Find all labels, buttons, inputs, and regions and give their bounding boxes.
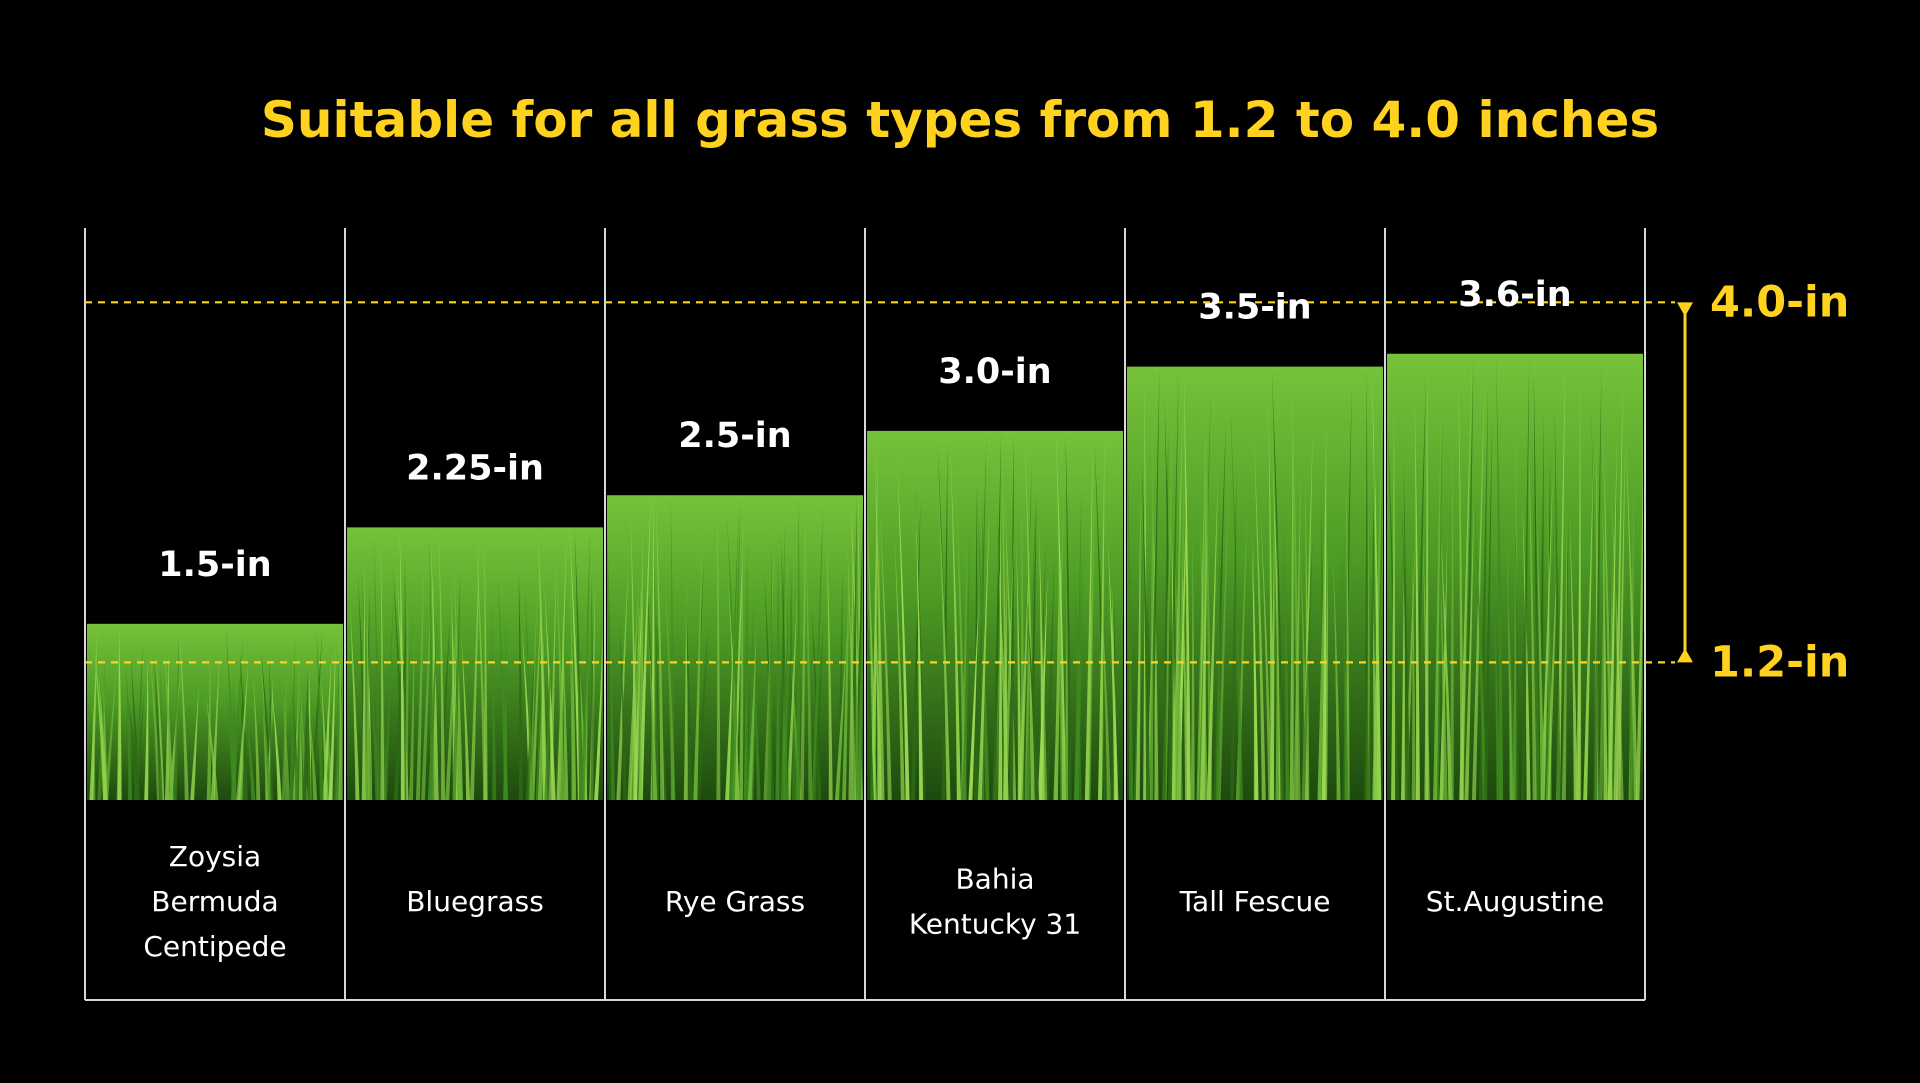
reference-label: 4.0-in bbox=[1710, 277, 1849, 327]
grass-blades bbox=[89, 623, 343, 800]
reference-label: 1.2-in bbox=[1710, 637, 1849, 687]
grass-blades bbox=[867, 430, 1119, 800]
category-label: Kentucky 31 bbox=[909, 908, 1081, 941]
category-label: Zoysia bbox=[169, 840, 261, 873]
category-label: Tall Fescue bbox=[1179, 885, 1331, 918]
bars-layer bbox=[87, 353, 1644, 800]
grass-blades bbox=[1387, 353, 1644, 800]
category-label: Bermuda bbox=[151, 885, 278, 918]
grass-blades bbox=[1127, 366, 1383, 800]
grass-bar bbox=[347, 527, 603, 800]
category-label: Bluegrass bbox=[406, 885, 544, 918]
grass-blades bbox=[349, 527, 603, 800]
range-arrow-head-top bbox=[1677, 302, 1693, 317]
labels-layer: 1.5-in Zoysia Bermuda Centipede 2.25-in Blueg… bbox=[143, 275, 1604, 963]
value-label: 2.5-in bbox=[678, 416, 791, 456]
reference-lines: 4.0-in 1.2-in bbox=[85, 277, 1849, 687]
value-label: 3.6-in bbox=[1458, 275, 1571, 315]
grass-bar bbox=[1387, 353, 1644, 800]
grass-bar bbox=[1127, 366, 1383, 800]
value-label: 3.5-in bbox=[1198, 288, 1311, 328]
value-label: 1.5-in bbox=[158, 545, 271, 585]
value-label: 2.25-in bbox=[406, 448, 544, 488]
grass-bar bbox=[867, 430, 1123, 800]
category-label: Centipede bbox=[143, 930, 286, 963]
grass-bar bbox=[607, 495, 863, 800]
range-arrow-head-bottom bbox=[1677, 648, 1693, 663]
grass-bar bbox=[87, 623, 343, 800]
category-label: St.Augustine bbox=[1426, 885, 1604, 918]
grass-blades bbox=[607, 495, 863, 800]
chart-title: Suitable for all grass types from 1.2 to… bbox=[261, 91, 1659, 149]
value-label: 3.0-in bbox=[938, 352, 1051, 392]
frame-layer bbox=[84, 228, 1646, 1001]
category-label: Rye Grass bbox=[665, 885, 805, 918]
category-label: Bahia bbox=[955, 863, 1034, 896]
